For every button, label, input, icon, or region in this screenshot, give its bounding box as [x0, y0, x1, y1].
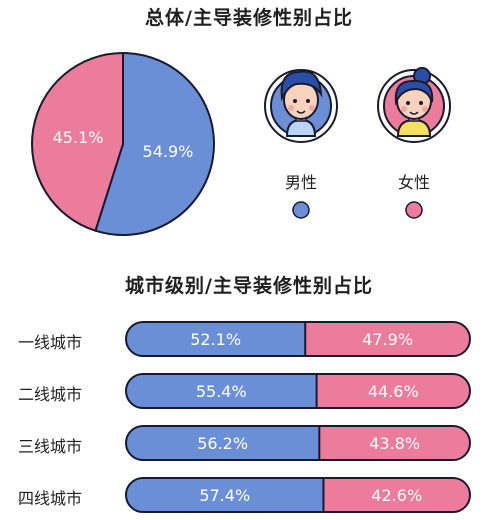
stacked-bar-chart: 52.1% 47.9% 55.4% 44.6% 56.2% 43.8% 57.4% 42.6%	[125, 321, 471, 513]
bar-outline	[125, 425, 471, 461]
pie-chart-title: 总体/主导装修性别占比	[145, 7, 353, 29]
female-legend-label: 女性	[397, 173, 430, 192]
bar-male-segment	[126, 322, 306, 356]
bar-female-segment	[323, 478, 470, 512]
bar-male-value-label: 57.4%	[199, 486, 250, 505]
bar-male-value-label: 52.1%	[190, 330, 241, 349]
bar-row	[126, 322, 470, 356]
bar-female-value-label: 43.8%	[369, 434, 420, 453]
bar-row	[126, 374, 470, 408]
male-legend-label: 男性	[284, 173, 317, 192]
bar-outline	[125, 477, 471, 513]
bar-male-value-label: 56.2%	[197, 434, 248, 453]
bar-outline	[125, 373, 471, 409]
bar-male-segment	[126, 374, 317, 408]
pie-chart: 54.9% 45.1%	[31, 51, 215, 236]
pie-slice-label-1: 45.1%	[53, 128, 104, 147]
city-tier-label: 四线城市	[18, 489, 83, 508]
city-tier-label: 一线城市	[18, 333, 83, 352]
male-avatar-icon	[264, 69, 338, 143]
bar-female-value-label: 47.9%	[362, 330, 413, 349]
pie-slice-label-0: 54.9%	[143, 142, 194, 161]
bar-male-segment	[126, 426, 320, 460]
bar-male-segment	[126, 478, 324, 512]
bar-chart-title: 城市级别/主导装修性别占比	[125, 275, 373, 297]
bar-outline	[125, 321, 471, 357]
male-legend-dot	[292, 201, 310, 219]
bar-row	[126, 478, 470, 512]
female-legend-dot	[405, 201, 423, 219]
city-tier-label: 二线城市	[18, 385, 83, 404]
bar-female-segment	[319, 426, 470, 460]
bar-row	[126, 426, 470, 460]
bar-female-value-label: 42.6%	[371, 486, 422, 505]
bar-female-segment	[305, 322, 470, 356]
bar-female-value-label: 44.6%	[368, 382, 419, 401]
female-avatar-icon	[377, 67, 451, 143]
city-tier-label: 三线城市	[18, 437, 83, 456]
pie-slice-1	[31, 51, 124, 232]
pie-slice-0	[94, 51, 215, 236]
bar-female-segment	[316, 374, 470, 408]
bar-male-value-label: 55.4%	[196, 382, 247, 401]
